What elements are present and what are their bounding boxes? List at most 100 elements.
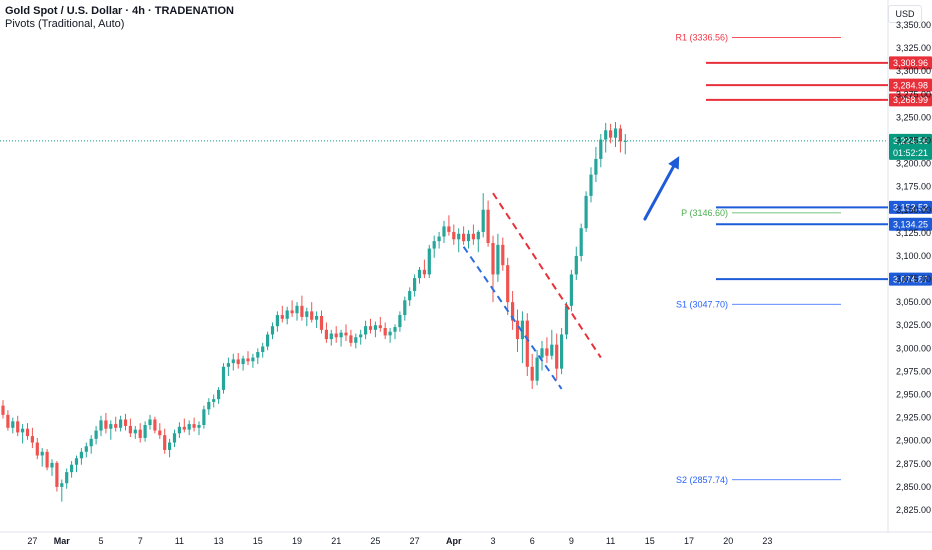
candle-body	[462, 233, 466, 242]
candle-body	[70, 464, 74, 473]
candle-body	[35, 442, 39, 456]
x-tick-label: 11	[606, 536, 615, 546]
x-tick-label: 27	[27, 536, 37, 546]
candle-body	[427, 248, 431, 275]
candle-body	[50, 462, 54, 468]
grid-layer	[0, 0, 932, 533]
x-tick-label: 15	[645, 536, 655, 546]
candle-body	[65, 472, 69, 484]
candle-body	[491, 243, 495, 275]
candle-body	[241, 358, 245, 365]
candle-body	[192, 424, 196, 428]
candle-body	[30, 436, 34, 443]
channel-upper-line	[492, 192, 602, 359]
y-tick-label: 3,125.00	[896, 228, 931, 238]
price-axis: 3,350.00 3,325.00 3,300.00 3,275.00 3,250.00…	[896, 20, 931, 515]
candle-body	[515, 320, 520, 340]
candle-body	[442, 226, 446, 237]
level-badge-label: 3,074.87	[893, 274, 928, 284]
candle-body	[168, 442, 172, 450]
candle-body	[540, 348, 544, 358]
candle-body	[422, 269, 426, 275]
x-tick-label: 21	[331, 536, 341, 546]
candle-body	[285, 310, 289, 319]
candle-body	[133, 429, 137, 434]
y-tick-label: 2,925.00	[896, 413, 931, 423]
candle-body	[300, 305, 304, 317]
level-badge-label: 3,308.96	[893, 58, 928, 68]
candle-body	[256, 352, 260, 358]
x-tick-label: 11	[175, 536, 184, 546]
time-axis: 27 Mar 5 7 11 13 15 19 21 25 27 Apr 3 6 9 11 15 17 20 23	[27, 536, 772, 546]
candle-body	[60, 483, 64, 487]
y-tick-label: 3,275.00	[896, 89, 931, 99]
candle-body	[104, 420, 108, 429]
y-tick-label: 3,250.00	[896, 112, 931, 122]
candle-body	[334, 333, 338, 338]
candle-body	[594, 158, 598, 175]
candle-body	[6, 414, 10, 428]
candle-body	[182, 426, 186, 430]
y-tick-label: 3,100.00	[896, 251, 931, 261]
x-tick-label: 9	[569, 536, 574, 546]
candle-body	[579, 228, 583, 256]
candle-body	[417, 269, 422, 279]
candle-body	[354, 337, 358, 343]
candle-body	[21, 428, 25, 433]
candle-body	[212, 399, 216, 402]
countdown-label: 01:52:21	[893, 148, 928, 158]
x-tick-label: 5	[98, 536, 103, 546]
candle-body	[305, 311, 309, 317]
candle-body	[84, 446, 88, 452]
up-arrow-head	[668, 156, 680, 170]
candle-body	[383, 328, 387, 336]
candle-body	[315, 316, 319, 320]
candle-body	[476, 231, 480, 240]
candle-body	[432, 241, 436, 249]
chart-title: Gold Spot / U.S. Dollar · 4h · TRADENATI…	[5, 5, 234, 17]
candle-body	[569, 274, 573, 306]
candle-body	[486, 209, 490, 244]
candle-body	[471, 233, 475, 240]
level-badge	[889, 56, 932, 70]
candle-body	[266, 334, 270, 347]
x-tick-label: 20	[723, 536, 733, 546]
pivot-label: S2 (2857.74)	[676, 475, 728, 485]
up-arrow-shaft	[643, 165, 675, 221]
candle-body	[447, 226, 451, 232]
level-badge	[889, 272, 932, 286]
candle-body	[109, 424, 113, 429]
candle-body	[158, 430, 162, 436]
y-tick-label: 3,075.00	[896, 274, 931, 284]
candle-body	[501, 244, 505, 266]
candle-body	[153, 419, 157, 431]
candle-body	[94, 430, 98, 439]
candle-body	[564, 305, 569, 335]
candle-body	[555, 344, 559, 369]
candle-body	[143, 425, 147, 438]
candle-body	[280, 315, 284, 319]
candle-body	[584, 195, 588, 229]
x-tick-label: 6	[530, 536, 535, 546]
candle-body	[344, 332, 348, 336]
candle-body	[329, 333, 333, 340]
candle-body	[270, 326, 275, 335]
candle-body	[545, 348, 549, 356]
x-tick-label: 3	[490, 536, 495, 546]
pivot-label: R1 (3336.56)	[675, 32, 728, 42]
candle-body	[290, 310, 294, 314]
y-tick-label: 3,000.00	[896, 343, 931, 353]
candle-body	[123, 419, 128, 426]
x-tick-label: 15	[253, 536, 263, 546]
candle-body	[40, 451, 44, 456]
overlays-layer: R1 (3336.56) P (3146.60) S1 (3047.70) S2 (2…	[0, 32, 932, 485]
y-tick-label: 3,050.00	[896, 297, 931, 307]
x-tick-label: 13	[214, 536, 224, 546]
candle-body	[226, 363, 230, 367]
y-tick-label: 3,300.00	[896, 66, 931, 76]
candle-body	[339, 332, 343, 338]
candle-body	[364, 326, 368, 335]
y-tick-label: 3,175.00	[896, 182, 931, 192]
candle-body	[246, 358, 250, 362]
